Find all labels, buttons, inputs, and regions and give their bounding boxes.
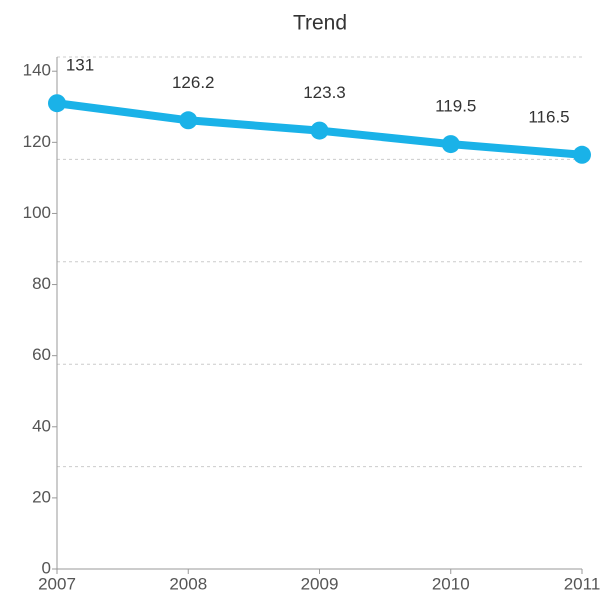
y-tick-label: 20 [32,487,51,506]
data-label: 126.2 [172,73,215,92]
x-tick-label: 2010 [432,574,470,593]
marker [441,135,460,154]
chart-title: Trend [293,12,347,35]
x-tick-label: 2011 [564,574,601,593]
y-tick-label: 120 [23,132,51,151]
y-tick-label: 80 [32,274,51,293]
data-label: 116.5 [528,107,569,126]
y-tick-label: 140 [23,61,51,80]
x-tick-label: 2007 [38,574,76,593]
marker [310,121,329,140]
y-tick-label: 100 [23,203,51,222]
y-tick-label: 40 [32,416,51,435]
data-label: 131 [66,56,94,75]
marker [179,111,198,130]
marker [48,94,66,113]
x-tick-label: 2009 [301,574,339,593]
data-label: 123.3 [303,83,346,102]
data-label: 119.5 [435,97,476,116]
marker [573,145,591,164]
y-tick-label: 60 [32,345,51,364]
x-tick-label: 2008 [169,574,207,593]
y-tick-label: 0 [42,558,51,577]
